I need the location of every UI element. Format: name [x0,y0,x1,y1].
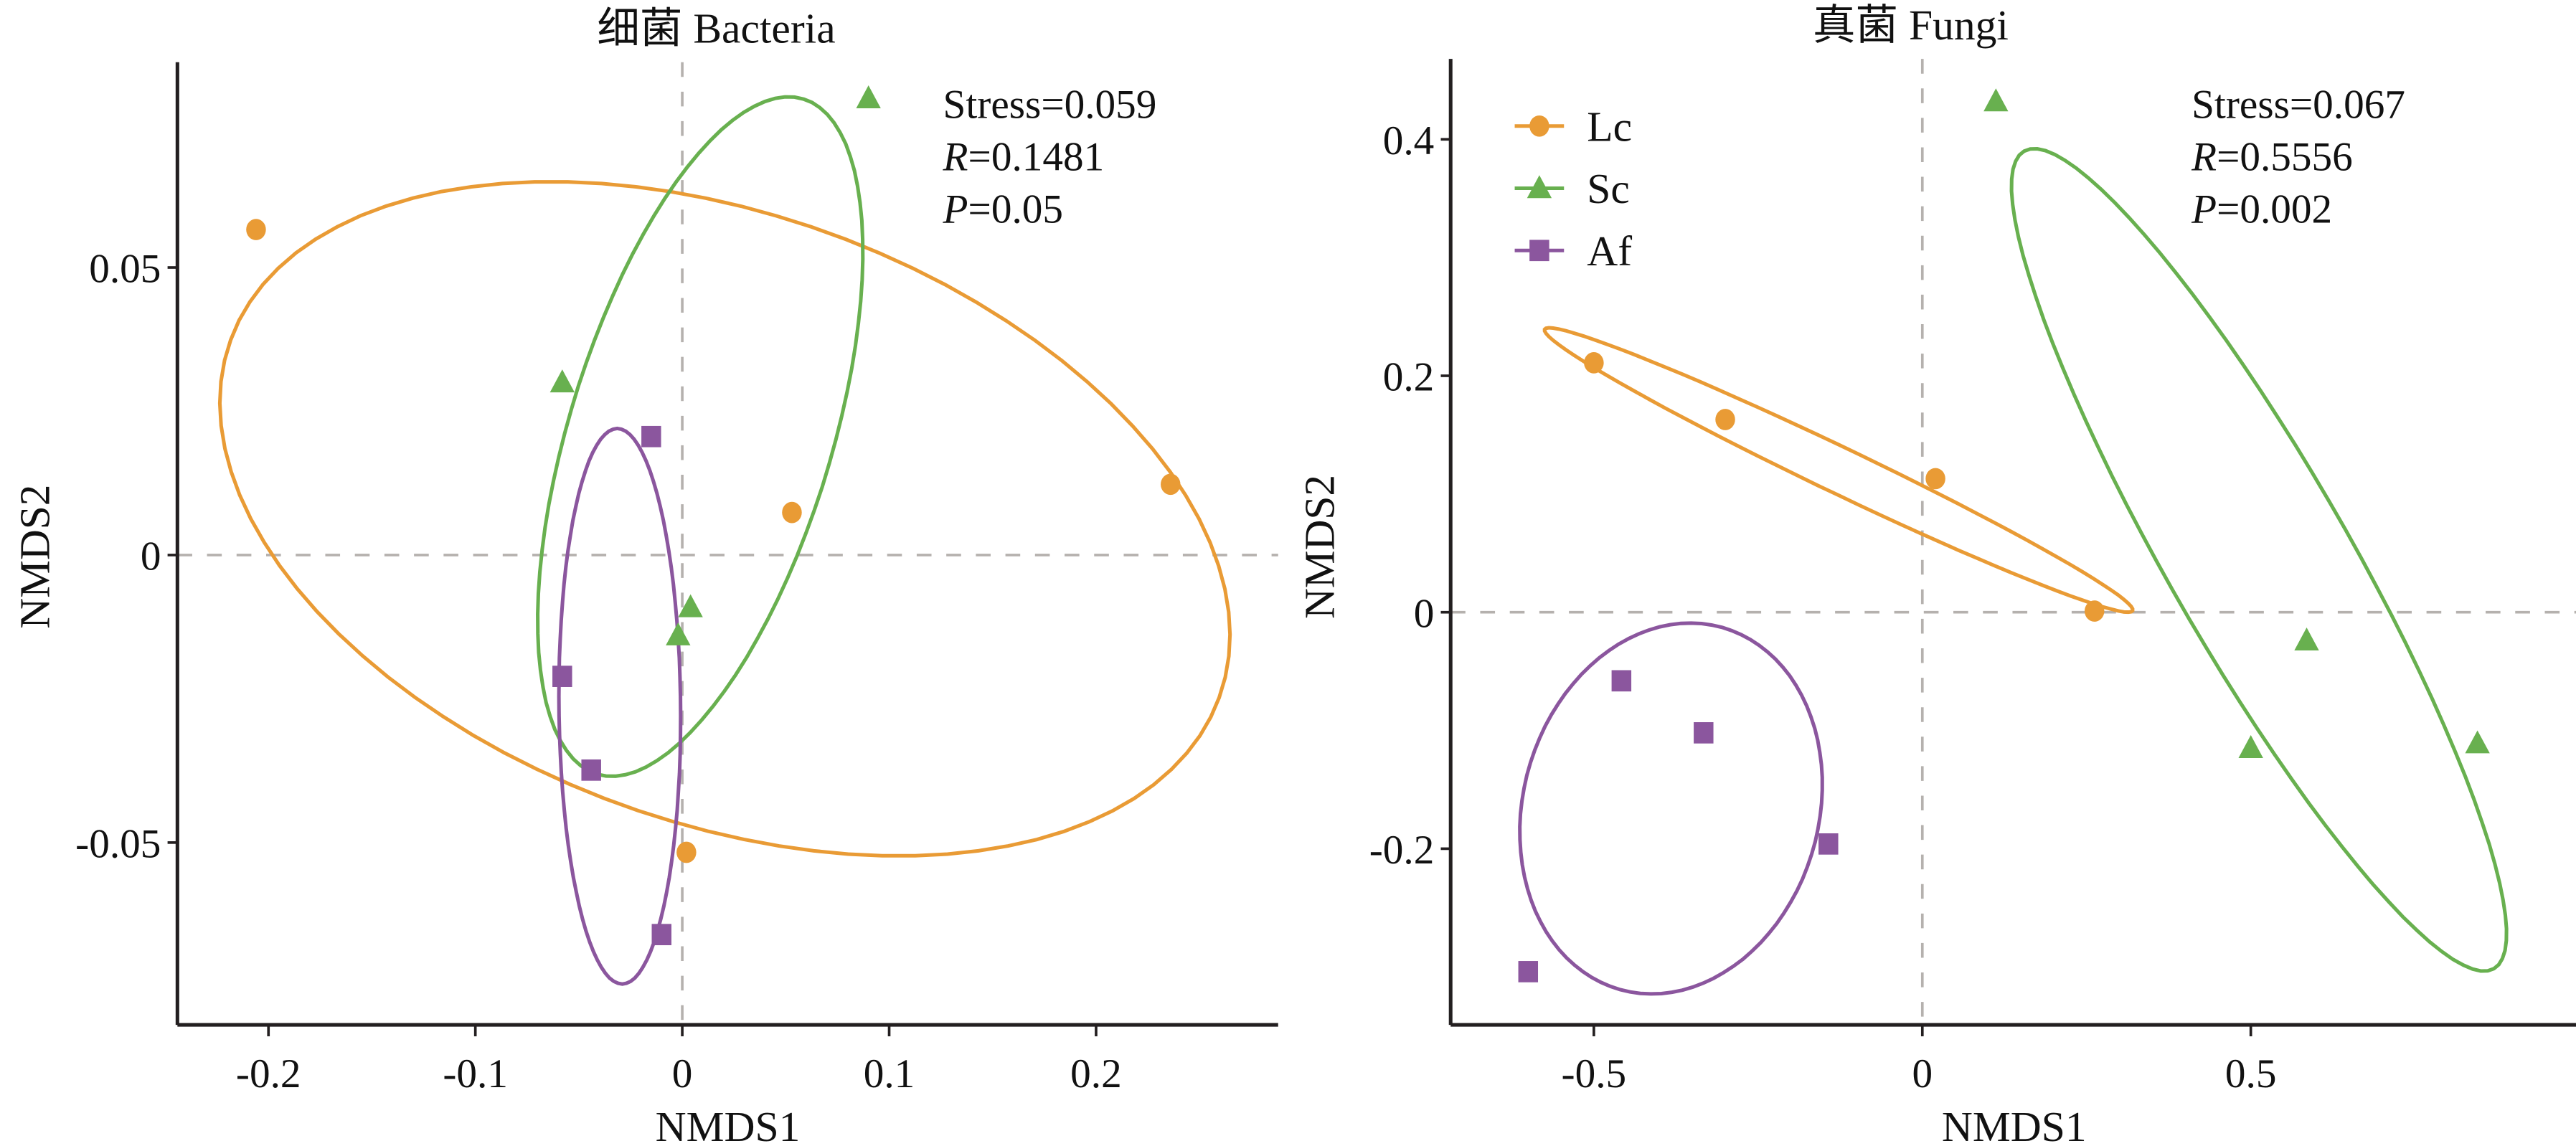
x-tick-label: 0.1 [864,1051,915,1097]
point-lc [1925,468,1945,490]
point-af [641,425,661,447]
point-af [581,759,601,781]
bacteria-panel: 细菌 Bacteria NMDS1 NMDS2 -0.2 -0.1 0 0.1 0.2 … [11,4,1278,1146]
x-tick-label: 0 [1912,1051,1933,1097]
ellipse-lc [1542,326,2135,615]
stats-annotation: Stress=0.067 R=0.5556 P=0.002 [2191,82,2405,232]
point-sc [666,622,691,645]
y-tick-label: 0.05 [89,247,161,292]
point-af [1694,722,1714,744]
ellipse-af [557,426,683,986]
r-value: =0.5556 [2217,134,2353,179]
point-lc [782,501,802,524]
r-value: =0.1481 [968,134,1105,179]
point-sc [678,594,703,617]
reference-lines [177,62,1278,1026]
point-af [1611,670,1632,692]
point-sc [2238,735,2263,758]
y-ticks: -0.05 0 0.05 [75,247,178,867]
x-axis-label: NMDS1 [1942,1103,2087,1146]
legend-label: Lc [1587,103,1632,150]
points [246,85,1181,946]
legend-label: Af [1587,227,1632,275]
p-text: P=0.05 [943,187,1063,232]
y-tick-label: -0.2 [1369,828,1435,873]
y-tick-label: 0 [141,534,161,579]
point-af [1818,833,1839,855]
r-text: R=0.1481 [943,134,1105,179]
point-af [1518,961,1539,982]
legend-item-lc: Lc [1514,103,1632,150]
stress-text: Stress=0.067 [2192,82,2405,127]
x-ticks: -0.2 -0.1 0 0.1 0.2 [236,1025,1122,1097]
legend: Lc Sc Af [1514,103,1632,275]
point-lc [1715,409,1735,430]
panel-title: 细菌 Bacteria [597,4,835,52]
point-af [651,924,671,946]
points [1518,88,2490,982]
p-value: =0.002 [2217,187,2332,232]
legend-item-af: Af [1514,227,1632,275]
panel-title: 真菌 Fungi [1813,1,2009,49]
x-axis-label: NMDS1 [656,1103,801,1146]
p-value: =0.05 [968,187,1063,232]
p-label: P [2191,187,2217,232]
x-tick-label: -0.5 [1562,1051,1627,1097]
y-tick-label: 0 [1414,591,1435,636]
point-sc [1983,88,2009,112]
y-axis-label: NMDS2 [1296,475,1344,619]
point-sc [2294,628,2319,650]
x-ticks: -0.5 0 0.5 [1562,1025,2277,1097]
point-sc [549,369,575,393]
ellipses [1518,146,2509,996]
axes [175,62,1278,1027]
x-tick-label: 0.2 [1070,1051,1122,1097]
ellipse-lc [217,180,1232,858]
triangle-icon [1527,175,1552,199]
fungi-panel: 真菌 Fungi NMDS1 NMDS2 -0.5 0 0.5 -0.2 0 0.2 0.… [1296,1,2576,1146]
p-label: P [943,187,968,232]
r-text: R=0.5556 [2191,134,2353,179]
point-sc [856,85,881,108]
y-tick-label: 0.4 [1383,118,1435,164]
ellipse-sc [2009,146,2509,973]
ellipse-af [1518,621,1824,996]
point-lc [246,219,266,240]
point-af [552,666,572,687]
x-tick-label: 0.5 [2225,1051,2277,1097]
r-label: R [943,134,968,179]
legend-label: Sc [1587,165,1630,212]
square-icon [1529,240,1549,262]
reference-lines [1450,59,2576,1026]
y-ticks: -0.2 0 0.2 0.4 [1369,118,1451,873]
point-lc [1584,352,1604,374]
point-lc [676,841,697,863]
r-label: R [2191,134,2217,179]
p-text: P=0.002 [2191,187,2332,232]
legend-item-sc: Sc [1514,165,1630,212]
ellipses [217,95,1232,986]
x-tick-label: -0.2 [236,1051,301,1097]
point-sc [2465,730,2490,754]
x-tick-label: -0.1 [443,1051,508,1097]
y-axis-label: NMDS2 [11,485,59,629]
y-tick-label: 0.2 [1383,355,1435,400]
point-lc [1161,473,1181,496]
stress-text: Stress=0.059 [943,82,1157,127]
axes [1448,59,2576,1027]
x-tick-label: 0 [672,1051,693,1097]
stats-annotation: Stress=0.059 R=0.1481 P=0.05 [943,82,1157,232]
point-lc [2084,600,2105,622]
y-tick-label: -0.05 [75,822,161,867]
circle-icon [1529,115,1549,137]
